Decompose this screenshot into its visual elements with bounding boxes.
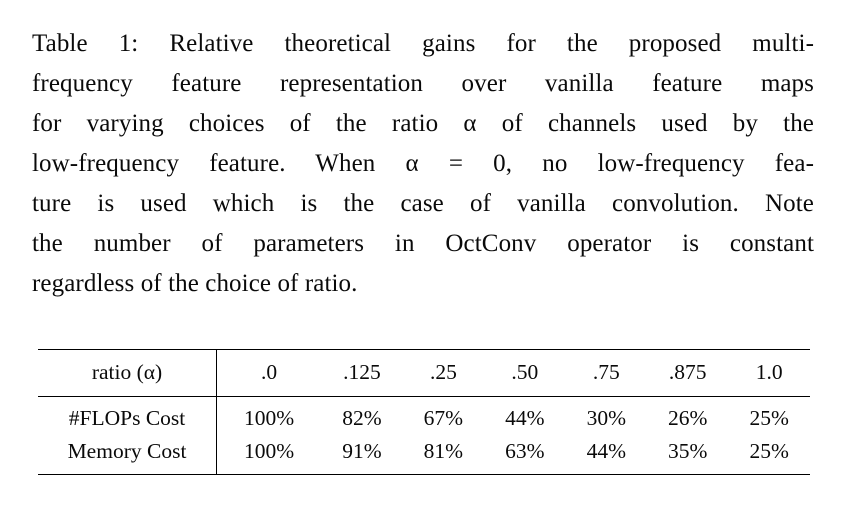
table-caption: Table 1: Relative theoretical gains for … — [32, 24, 814, 304]
table-cell: 25% — [749, 439, 789, 463]
col-header: .0 — [261, 360, 278, 384]
table-cell: 67% — [423, 406, 464, 430]
table-cell: 100% — [244, 439, 295, 463]
caption-line: the number of parameters in OctConv oper… — [32, 230, 814, 257]
table-cell: 100% — [244, 406, 295, 430]
table-header-row: ratio (α) .0 .125 .25 .50 .75 .875 1.0 — [38, 349, 810, 397]
col-header: .875 — [668, 360, 707, 384]
row-header-ratio: ratio (α) — [38, 349, 217, 397]
col-header: 1.0 — [755, 360, 783, 384]
col-header: .125 — [343, 360, 381, 384]
caption-line: frequency feature representation over va… — [32, 70, 814, 97]
table-cell: 82% — [342, 406, 382, 430]
table-cell: 30% — [586, 406, 626, 430]
table-cell: 26% — [668, 406, 708, 430]
table-cell: 35% — [668, 439, 708, 463]
table-cell: 81% — [423, 439, 464, 463]
row-label: Memory Cost — [38, 435, 217, 475]
row-label: #FLOPs Cost — [38, 396, 217, 435]
caption-line: Table 1: Relative theoretical gains for … — [32, 30, 814, 57]
results-table: ratio (α) .0 .125 .25 .50 .75 .875 1.0 #… — [38, 349, 810, 475]
table-cell: 63% — [505, 439, 545, 463]
caption-line: low-frequency feature. When α = 0, no lo… — [32, 150, 814, 177]
caption-line: regardless of the choice of ratio. — [32, 270, 358, 297]
col-header: .50 — [511, 360, 539, 384]
col-header: .25 — [429, 360, 457, 384]
table-cell: 44% — [586, 439, 626, 463]
table-cell: 44% — [505, 406, 545, 430]
caption-line: for varying choices of the ratio α of ch… — [32, 110, 814, 137]
table-cell: 91% — [342, 439, 382, 463]
col-header: .75 — [592, 360, 620, 384]
table-row-flops: #FLOPs Cost 100% 82% 67% 44% 30% 26% 25% — [38, 396, 810, 435]
caption-line: ture is used which is the case of vanill… — [32, 190, 814, 217]
table-cell: 25% — [749, 406, 789, 430]
table-row-memory: Memory Cost 100% 91% 81% 63% 44% 35% 25% — [38, 435, 810, 475]
